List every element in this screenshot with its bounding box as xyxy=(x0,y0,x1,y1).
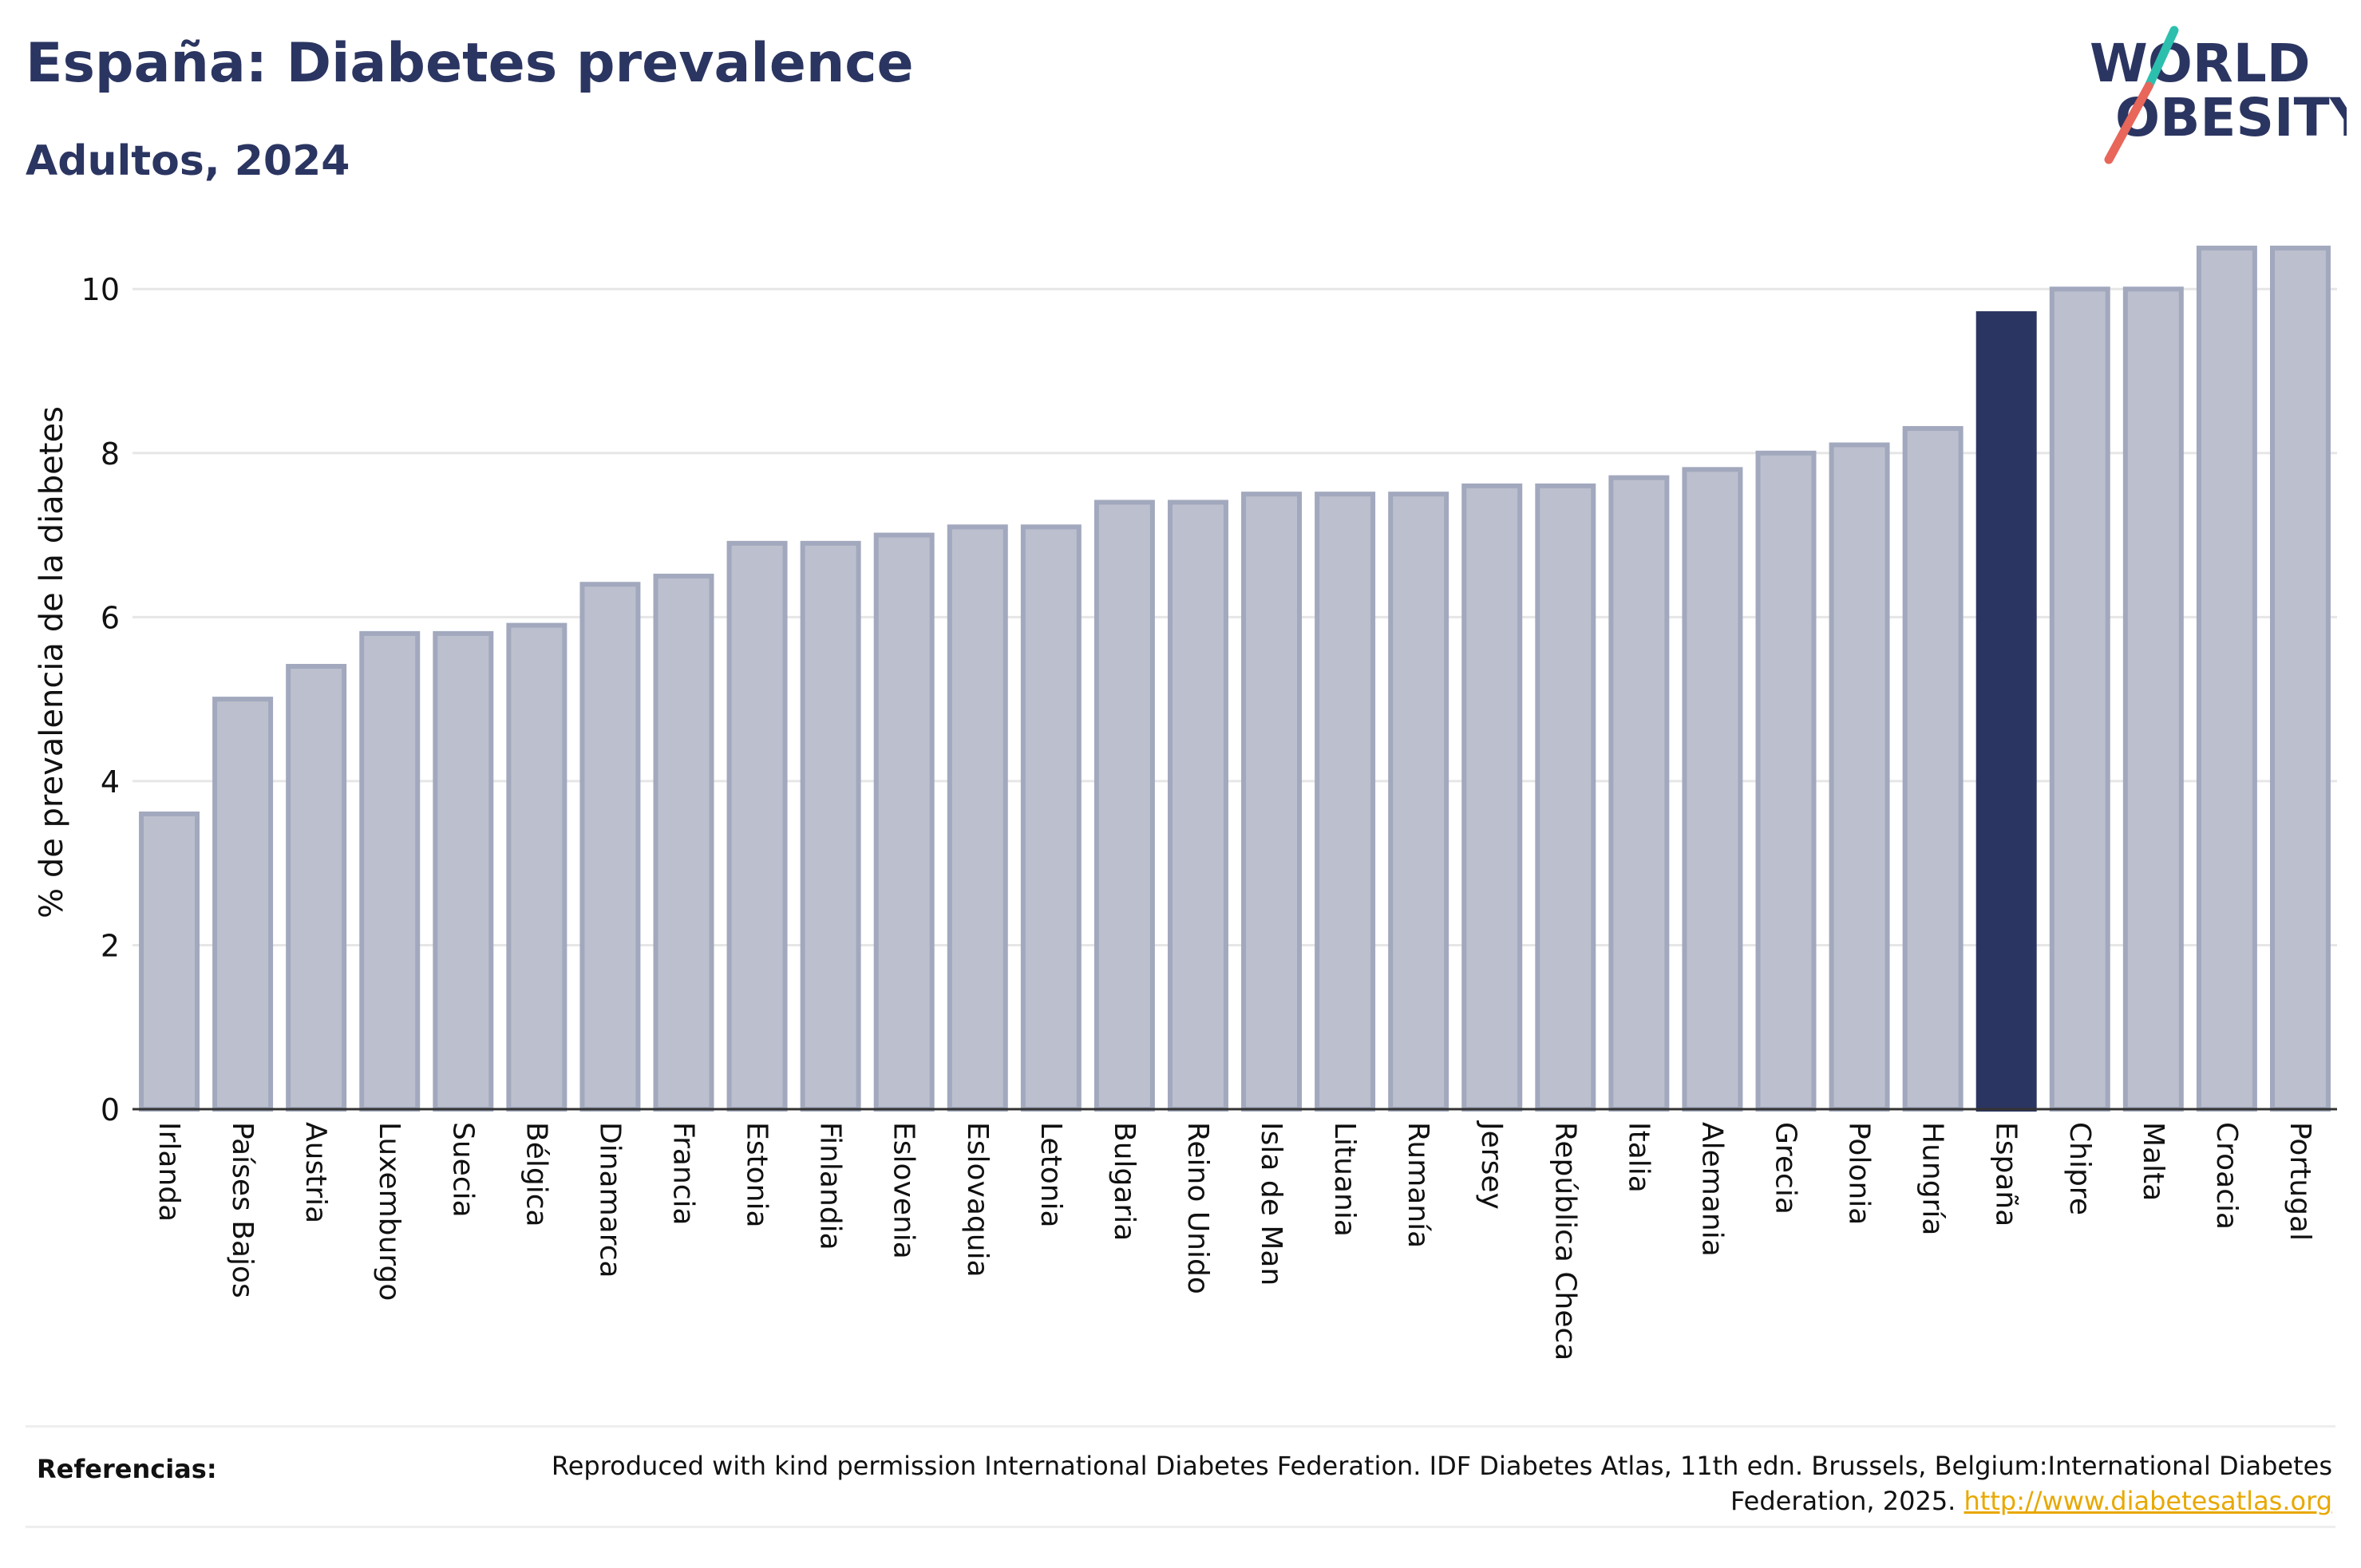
y-axis: 0 2 4 6 8 10 xyxy=(81,272,120,1128)
x-tick-label: Isla de Man xyxy=(1255,1122,1287,1286)
logo-slash-bottom xyxy=(2104,81,2153,164)
bar-eslovaquia xyxy=(947,524,1008,1112)
bar-isla-de-man xyxy=(1241,492,1303,1112)
bar-francia xyxy=(653,573,714,1112)
x-tick-label: Letonia xyxy=(1034,1122,1067,1228)
x-tick-label: Malta xyxy=(2137,1122,2169,1201)
x-tick-label: Croacia xyxy=(2210,1122,2243,1230)
x-tick-label: Francia xyxy=(667,1122,700,1226)
bar-grecia xyxy=(1755,450,1817,1112)
bar-alemania xyxy=(1682,467,1743,1112)
x-tick-label: Alemania xyxy=(1695,1122,1728,1257)
x-tick-label: República Checa xyxy=(1548,1122,1581,1361)
x-tick-label: España xyxy=(1990,1122,2023,1226)
bar-jersey xyxy=(1461,483,1523,1112)
bar-polonia xyxy=(1829,442,1890,1112)
divider-bottom xyxy=(26,1526,2335,1528)
x-tick-label: Chipre xyxy=(2063,1122,2096,1215)
x-tick-label: Luxemburgo xyxy=(373,1122,405,1301)
bar-bélgica xyxy=(506,622,568,1112)
bar-estonia xyxy=(726,540,788,1112)
x-tick-label: Suecia xyxy=(446,1122,479,1218)
logo-text-world: WORLD xyxy=(2090,33,2311,94)
x-tick-label: Jersey xyxy=(1475,1120,1508,1210)
bar-irlanda xyxy=(139,812,200,1112)
y-axis-label: % de prevalencia de la diabetes xyxy=(34,406,70,918)
bar-luxemburgo xyxy=(359,630,421,1112)
divider-top xyxy=(26,1425,2335,1428)
bar-finlandia xyxy=(800,540,861,1112)
bar-lituania xyxy=(1315,492,1376,1112)
references-text: Reproduced with kind permission Internat… xyxy=(496,1448,2332,1519)
x-tick-label: Dinamarca xyxy=(593,1122,626,1278)
x-tick-label: Irlanda xyxy=(152,1122,185,1222)
bar-república-checa xyxy=(1535,483,1596,1112)
bar-malta xyxy=(2122,286,2184,1112)
x-tick-label: Lituania xyxy=(1328,1122,1361,1237)
bar-dinamarca xyxy=(579,582,641,1112)
x-tick-label: Bulgaria xyxy=(1108,1122,1141,1241)
bar-portugal xyxy=(2269,245,2331,1112)
x-tick-label: Reino Unido xyxy=(1181,1122,1214,1294)
references-citation: Reproduced with kind permission Internat… xyxy=(551,1451,2332,1516)
x-tick-label: Hungría xyxy=(1916,1122,1949,1235)
chart-title: España: Diabetes prevalence xyxy=(26,32,914,95)
x-tick-label: Portugal xyxy=(2284,1122,2316,1241)
diabetes-atlas-link[interactable]: http://www.diabetesatlas.org xyxy=(1964,1486,2332,1516)
bar-austria xyxy=(286,664,347,1112)
bar-españa xyxy=(1975,311,2037,1112)
bar-rumanía xyxy=(1388,492,1449,1112)
bar-letonia xyxy=(1020,524,1082,1112)
chart-subtitle: Adultos, 2024 xyxy=(26,137,350,185)
y-tick-label: 8 xyxy=(101,436,120,472)
bar-bulgaria xyxy=(1093,500,1155,1112)
x-tick-label: Polonia xyxy=(1843,1122,1876,1225)
world-obesity-logo: WORLD OBESITY xyxy=(2090,26,2347,164)
x-tick-label: Eslovaquia xyxy=(961,1122,994,1278)
x-tick-label: Finlandia xyxy=(814,1122,847,1250)
x-tick-label: Austria xyxy=(299,1122,332,1223)
logo-slash-top xyxy=(2144,26,2179,91)
y-tick-label: 10 xyxy=(81,272,120,307)
bar-chart: 0 2 4 6 8 10 Irlanda Países Bajos Austria Luxemb… xyxy=(34,245,2337,1361)
bar-eslovenia xyxy=(873,532,935,1112)
x-tick-label: Países Bajos xyxy=(226,1122,259,1298)
bar-hungría xyxy=(1902,425,1964,1112)
x-tick-label: Estonia xyxy=(741,1122,773,1228)
bar-chipre xyxy=(2049,286,2110,1112)
bars xyxy=(139,245,2331,1112)
x-tick-label: Bélgica xyxy=(520,1122,552,1227)
logo-text-obesity: OBESITY xyxy=(2115,87,2347,148)
bar-países-bajos xyxy=(212,697,274,1112)
y-tick-label: 2 xyxy=(101,928,120,963)
bar-reino-unido xyxy=(1167,500,1228,1112)
references-label: Referencias: xyxy=(37,1454,217,1484)
y-tick-label: 4 xyxy=(101,764,120,800)
y-tick-label: 6 xyxy=(101,600,120,635)
y-tick-label: 0 xyxy=(101,1092,120,1128)
x-tick-label: Grecia xyxy=(1770,1122,1802,1215)
bar-croacia xyxy=(2196,245,2257,1112)
bar-italia xyxy=(1608,475,1670,1112)
x-tick-label: Eslovenia xyxy=(888,1122,920,1259)
x-tick-label: Italia xyxy=(1622,1122,1655,1193)
x-tick-label: Rumanía xyxy=(1402,1122,1434,1248)
bar-suecia xyxy=(433,630,494,1112)
grid-lines xyxy=(132,287,2337,946)
x-axis: Irlanda Países Bajos Austria Luxemburgo Suec… xyxy=(132,1108,2337,1361)
